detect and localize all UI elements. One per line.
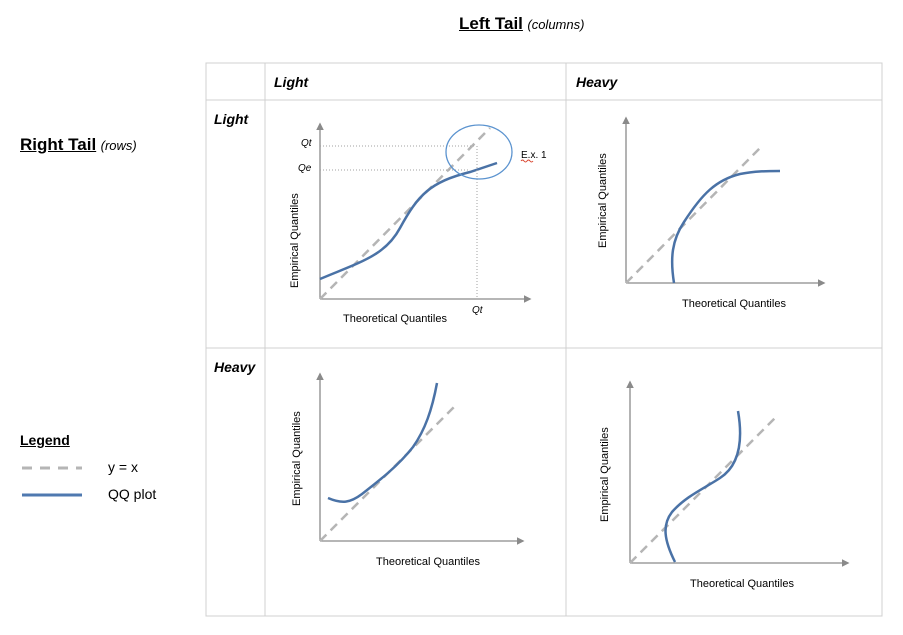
label-qt-x: Qt [472,305,484,316]
x-axis-label: Theoretical Quantiles [690,578,794,590]
row-header-heavy: Heavy [214,359,256,375]
legend-label-yx: y = x [108,459,138,475]
legend-label-qq: QQ plot [108,486,157,502]
y-axis-label: Empirical Quantiles [599,427,611,522]
y-axis-label: Empirical Quantiles [291,411,303,506]
panel-heavy-heavy: Theoretical Quantiles Empirical Quantile… [599,380,850,590]
column-title: Left Tail (columns) [459,14,584,34]
qq-curve [670,169,781,284]
x-axis-label: Theoretical Quantiles [682,298,786,310]
table-border [205,62,883,617]
reference-line [625,147,761,284]
reference-line [629,417,776,564]
label-qe: Qe [298,163,312,174]
panel-heavy-light: Theoretical Quantiles Empirical Quantile… [291,372,525,568]
panel-light-light: Qt Qe Qt E.x. 1 Theoretical Quantiles Em… [289,122,547,325]
spellcheck-underline [520,159,534,163]
y-axis-label: Empirical Quantiles [289,193,301,288]
x-axis-label: Theoretical Quantiles [376,556,480,568]
qq-curve [664,410,742,563]
row-title: Right Tail (rows) [20,135,137,155]
col-header-heavy: Heavy [576,74,618,90]
label-example: E.x. 1 [521,150,547,161]
label-qt-y: Qt [301,138,313,149]
row-header-light: Light [214,111,250,127]
row-title-main: Right Tail [20,135,97,154]
grid-table [205,62,883,617]
row-title-sub: (rows) [100,138,137,153]
y-axis-label: Empirical Quantiles [597,153,609,248]
highlight-circle [445,124,513,180]
col-header-light: Light [274,74,310,90]
column-title-main: Left Tail [459,14,523,33]
x-axis-label: Theoretical Quantiles [343,313,447,325]
legend-title: Legend [20,432,70,448]
qq-curve [327,382,439,503]
reference-line [319,127,491,300]
panel-light-heavy: Theoretical Quantiles Empirical Quantile… [597,116,826,310]
qq-curve [319,161,498,281]
column-title-sub: (columns) [527,17,585,32]
